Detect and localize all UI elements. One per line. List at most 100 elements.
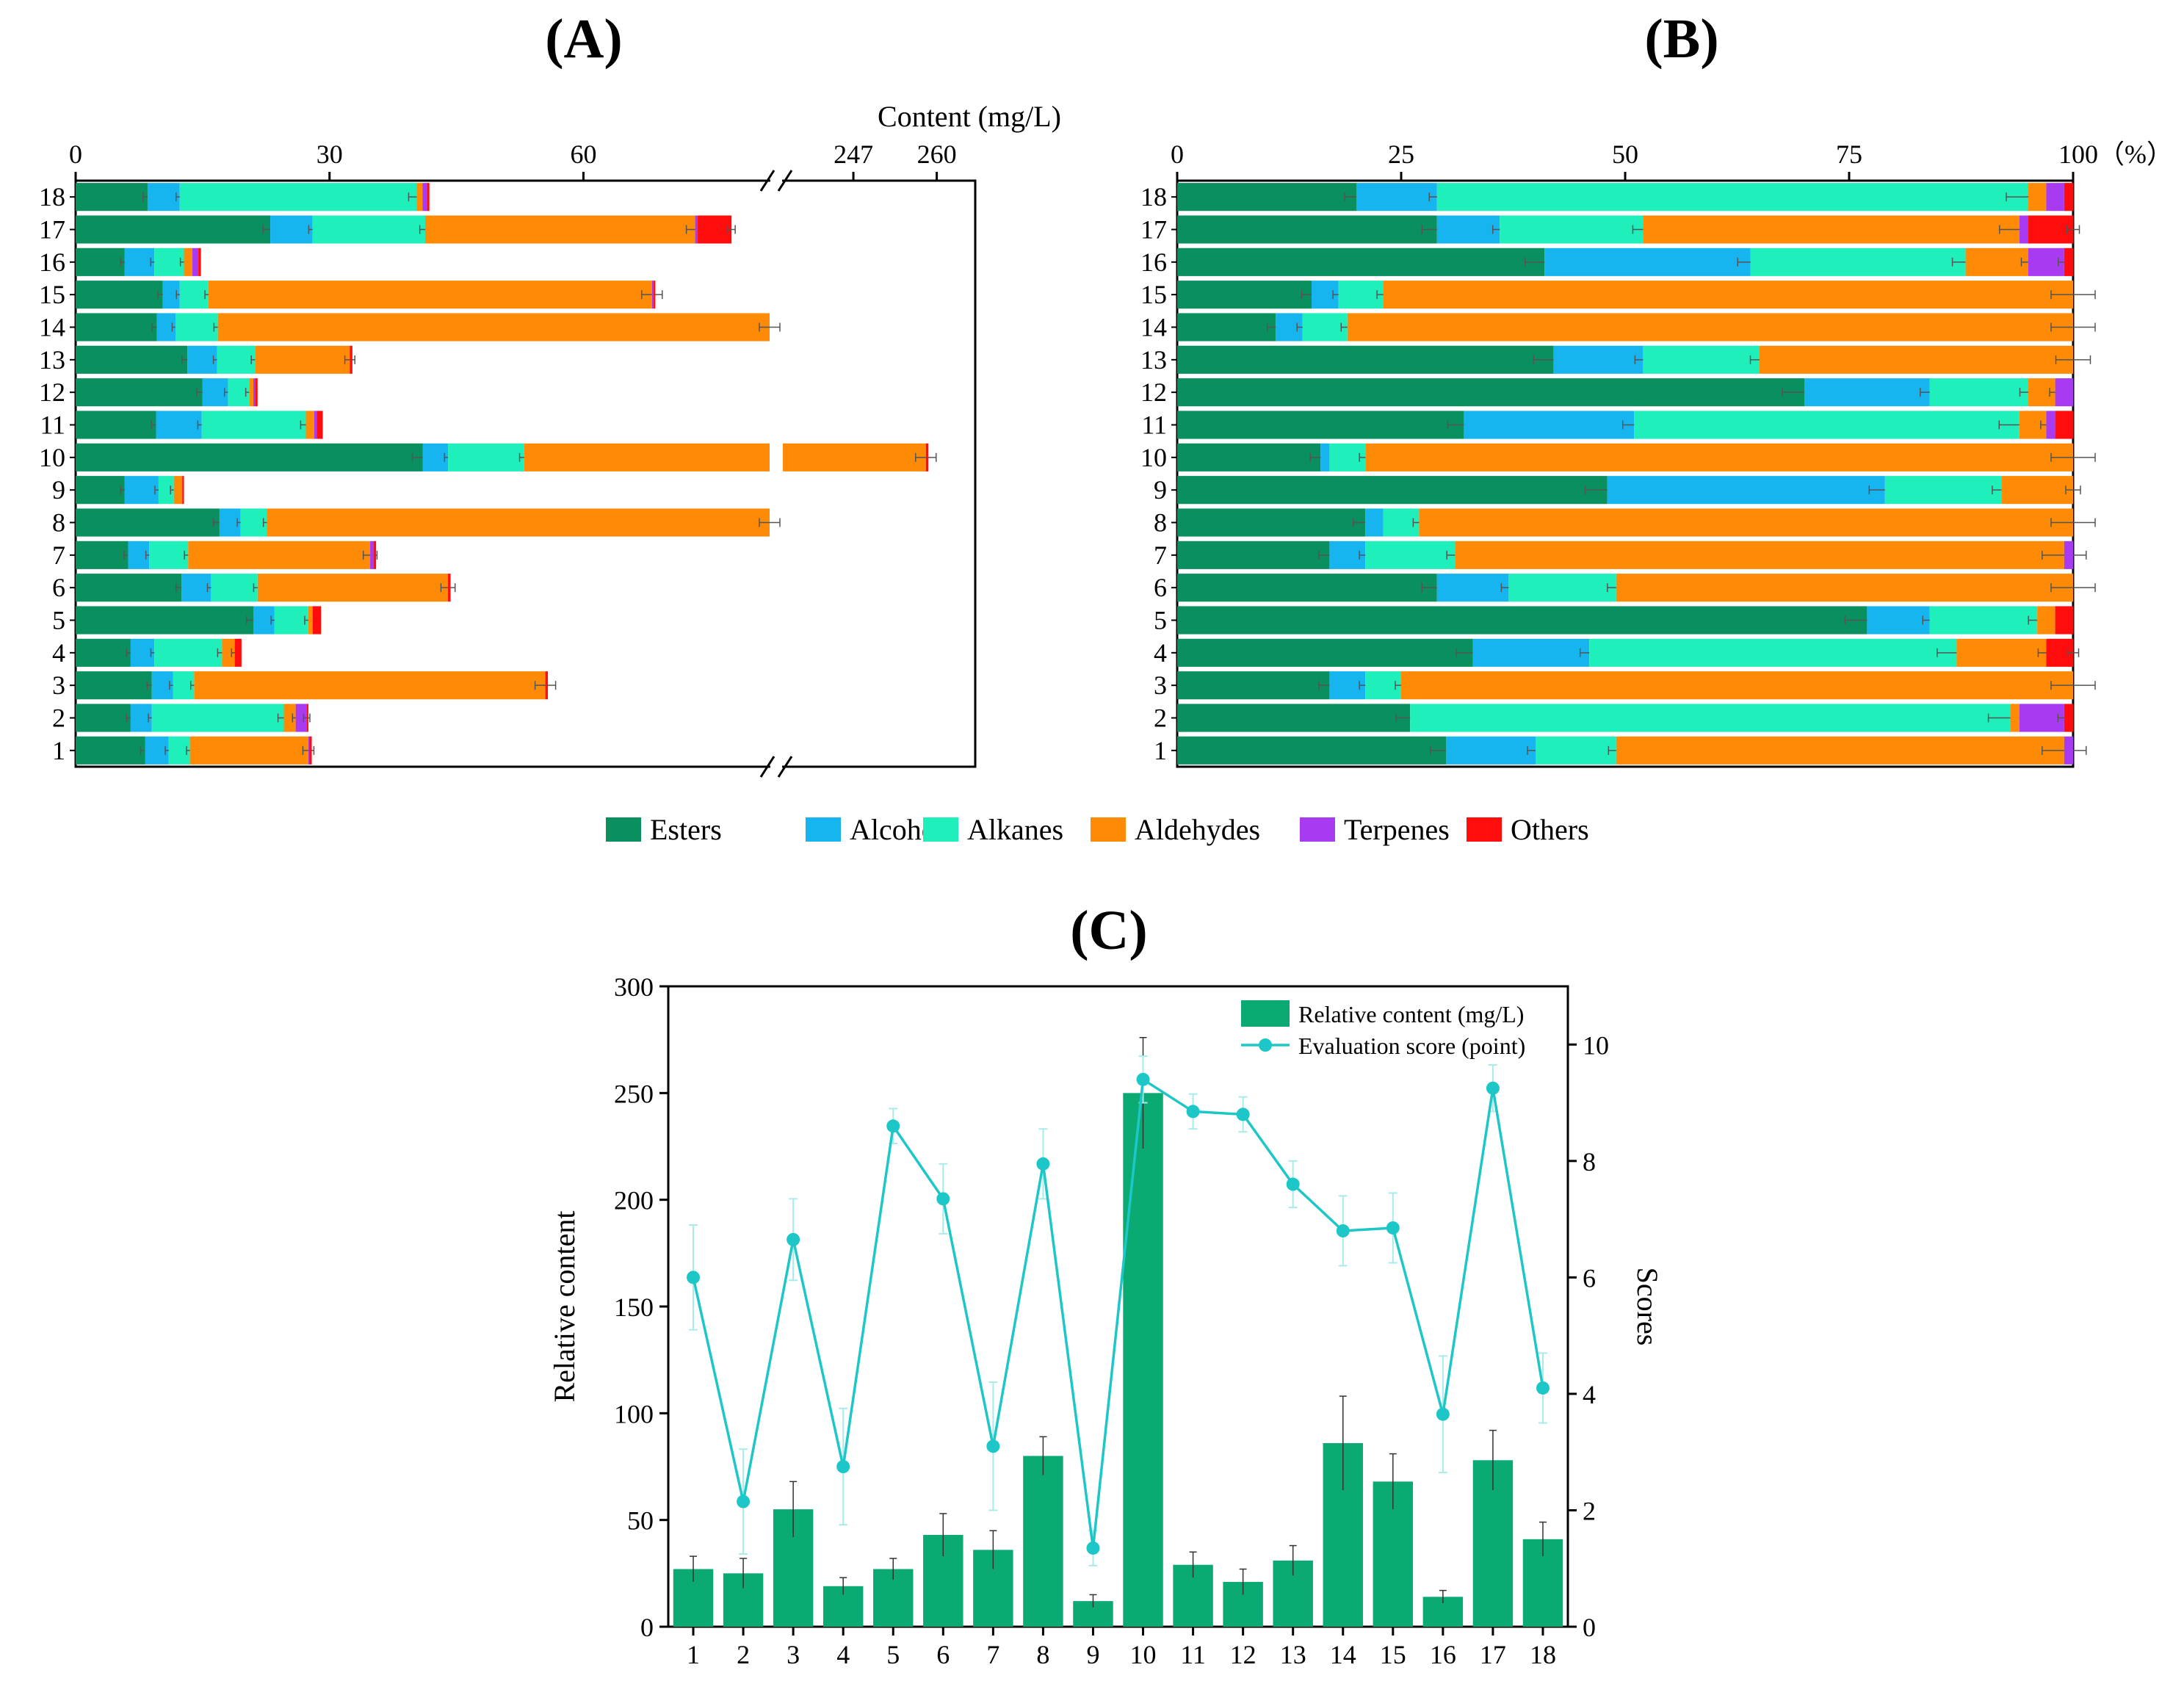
legend-label-esters: Esters bbox=[650, 813, 722, 846]
panel-b-x-tick-label: 50 bbox=[1612, 140, 1638, 169]
panel-a-bar-terpenes bbox=[651, 281, 654, 309]
panel-b-bar-esters bbox=[1177, 378, 1804, 407]
panel-a-axis-break-gap bbox=[770, 178, 782, 770]
panel-c-y2-tick-label: 0 bbox=[1583, 1613, 1596, 1642]
panel-b-bar-alcohols bbox=[1446, 736, 1536, 765]
panel-a-break-mark bbox=[777, 170, 793, 192]
panel-b-bar-alcohols bbox=[1804, 378, 1930, 407]
panel-b-bar-alkanes bbox=[1508, 574, 1616, 602]
panel-a-y-tick-label: 4 bbox=[52, 638, 65, 668]
panel-a-y-tick-label: 6 bbox=[52, 573, 65, 602]
panel-c-y-tick-label: 0 bbox=[640, 1613, 654, 1642]
panel-b-y-tick-label: 10 bbox=[1140, 443, 1167, 472]
panel-b-y-tick-label: 17 bbox=[1140, 215, 1167, 245]
panel-c-score-point bbox=[1436, 1407, 1450, 1421]
panel-c-x-tick-label: 18 bbox=[1530, 1640, 1556, 1669]
panel-b-bar-terpenes bbox=[2064, 541, 2073, 569]
panel-b-bar-esters bbox=[1177, 215, 1437, 244]
panel-b-bar-others bbox=[2064, 704, 2073, 732]
panel-b-bar-terpenes bbox=[2019, 215, 2028, 244]
panel-a-y-tick-label: 7 bbox=[52, 541, 65, 570]
panel-b-bar-alcohols bbox=[1867, 606, 1930, 635]
panel-a-bar-alcohols bbox=[202, 378, 228, 407]
panel-c-bar bbox=[1023, 1456, 1063, 1627]
panel-a-bar-aldehydes bbox=[424, 215, 695, 244]
panel-a-x-tick-label: 247 bbox=[834, 140, 873, 169]
legend-swatch-esters bbox=[606, 817, 641, 842]
panel-b-bar-others bbox=[2064, 247, 2073, 276]
panel-a-bar-esters bbox=[76, 476, 125, 505]
panel-a-bar-esters bbox=[76, 183, 148, 212]
panel-c-x-tick-label: 14 bbox=[1330, 1640, 1356, 1669]
panel-a-bar-alcohols bbox=[422, 443, 449, 471]
panel-c-legend-label-line: Evaluation score (point) bbox=[1298, 1033, 1525, 1059]
panel-c-score-line bbox=[692, 1077, 1544, 1549]
panel-a-bar-alcohols bbox=[156, 411, 202, 439]
panel-a-bar-alkanes bbox=[217, 345, 256, 374]
panel-a-bar-esters bbox=[76, 638, 131, 667]
legend: Esters Alcohols Alkanes Aldehydes Terpenes Ot… bbox=[606, 813, 1589, 846]
panel-b-bar-aldehydes bbox=[1616, 736, 2064, 765]
panel-b-bar-alcohols bbox=[1356, 183, 1437, 212]
panel-c-x-tick-label: 4 bbox=[836, 1640, 850, 1669]
panel-a-bar-others bbox=[234, 638, 242, 667]
panel-c-x-tick-label: 11 bbox=[1180, 1640, 1206, 1669]
panel-a-bar-alcohols bbox=[181, 574, 211, 602]
panel-b-bar-aldehydes bbox=[2010, 704, 2020, 732]
panel-a-bar-esters bbox=[76, 281, 163, 309]
legend-swatch-others bbox=[1467, 817, 1502, 842]
panel-b-y-tick-label: 12 bbox=[1140, 377, 1167, 407]
panel-b-bar-esters bbox=[1177, 247, 1545, 276]
panel-a-y-tick-label: 14 bbox=[39, 313, 65, 342]
panel-a-bar-esters bbox=[76, 247, 125, 276]
panel-a-bar-aldehydes bbox=[255, 345, 350, 374]
panel-b-bar-others bbox=[2028, 215, 2073, 244]
panel-a-bar-aldehydes bbox=[217, 313, 770, 342]
panel-b-y-tick-label: 18 bbox=[1140, 182, 1167, 212]
panel-a-bar-alcohols bbox=[270, 215, 313, 244]
panel-a-y-tick-label: 17 bbox=[39, 215, 65, 245]
panel-a-bar-terpenes bbox=[695, 215, 698, 244]
panel-c-score-point bbox=[1136, 1072, 1150, 1086]
panel-b-bar-esters bbox=[1177, 574, 1437, 602]
panel-a-bar-esters bbox=[76, 378, 203, 407]
panel-b-bar-esters bbox=[1177, 411, 1464, 439]
panel-a-x-tick-label: 0 bbox=[69, 140, 82, 169]
panel-b-bar-esters bbox=[1177, 345, 1554, 374]
panel-b-bar-aldehydes bbox=[2037, 606, 2055, 635]
panel-a-y-tick-label: 10 bbox=[39, 443, 65, 472]
panel-c-y-tick-label: 300 bbox=[614, 972, 654, 1002]
panel-a-x-tick-label: 60 bbox=[570, 140, 596, 169]
panel-a-bar-others bbox=[925, 443, 929, 471]
panel-b-y-tick-label: 7 bbox=[1154, 541, 1167, 570]
panel-c-x-tick-label: 1 bbox=[687, 1640, 700, 1669]
panel-a-bar-terpenes bbox=[370, 541, 374, 569]
panel-a-bar-aldehydes bbox=[267, 508, 770, 537]
panel-b-y-tick-label: 16 bbox=[1140, 247, 1167, 277]
panel-a-bar-aldehydes bbox=[783, 443, 926, 471]
panel-a-bar-alkanes bbox=[211, 574, 258, 602]
panel-c-y2-axis-title: Scores bbox=[1631, 1268, 1664, 1346]
panel-c-x-tick-label: 17 bbox=[1480, 1640, 1506, 1669]
panel-a-bar-aldehydes bbox=[416, 183, 423, 212]
panel-b-bar-alcohols bbox=[1464, 411, 1635, 439]
legend-swatch-terpenes bbox=[1300, 817, 1335, 842]
panel-b-bar-esters bbox=[1177, 281, 1312, 309]
panel-c-score-point bbox=[1536, 1381, 1550, 1395]
panel-c-legend-swatch-marker bbox=[1259, 1038, 1272, 1052]
panel-b-bar-terpenes bbox=[2046, 411, 2055, 439]
panel-b-y-tick-label: 1 bbox=[1154, 736, 1167, 765]
panel-a-bar-aldehydes bbox=[194, 671, 546, 700]
panel-a-bar-esters bbox=[76, 574, 182, 602]
panel-b-bar-esters bbox=[1177, 638, 1473, 667]
panel-a-frame bbox=[74, 179, 977, 768]
panel-c-x-tick-label: 12 bbox=[1230, 1640, 1256, 1669]
panel-b-y-tick-label: 2 bbox=[1154, 704, 1167, 733]
panel-b-bar-alkanes bbox=[1536, 736, 1616, 765]
panel-b-bar-terpenes bbox=[2046, 183, 2064, 212]
panel-a-break-mark bbox=[759, 756, 775, 778]
panel-b-bar-alcohols bbox=[1544, 247, 1751, 276]
